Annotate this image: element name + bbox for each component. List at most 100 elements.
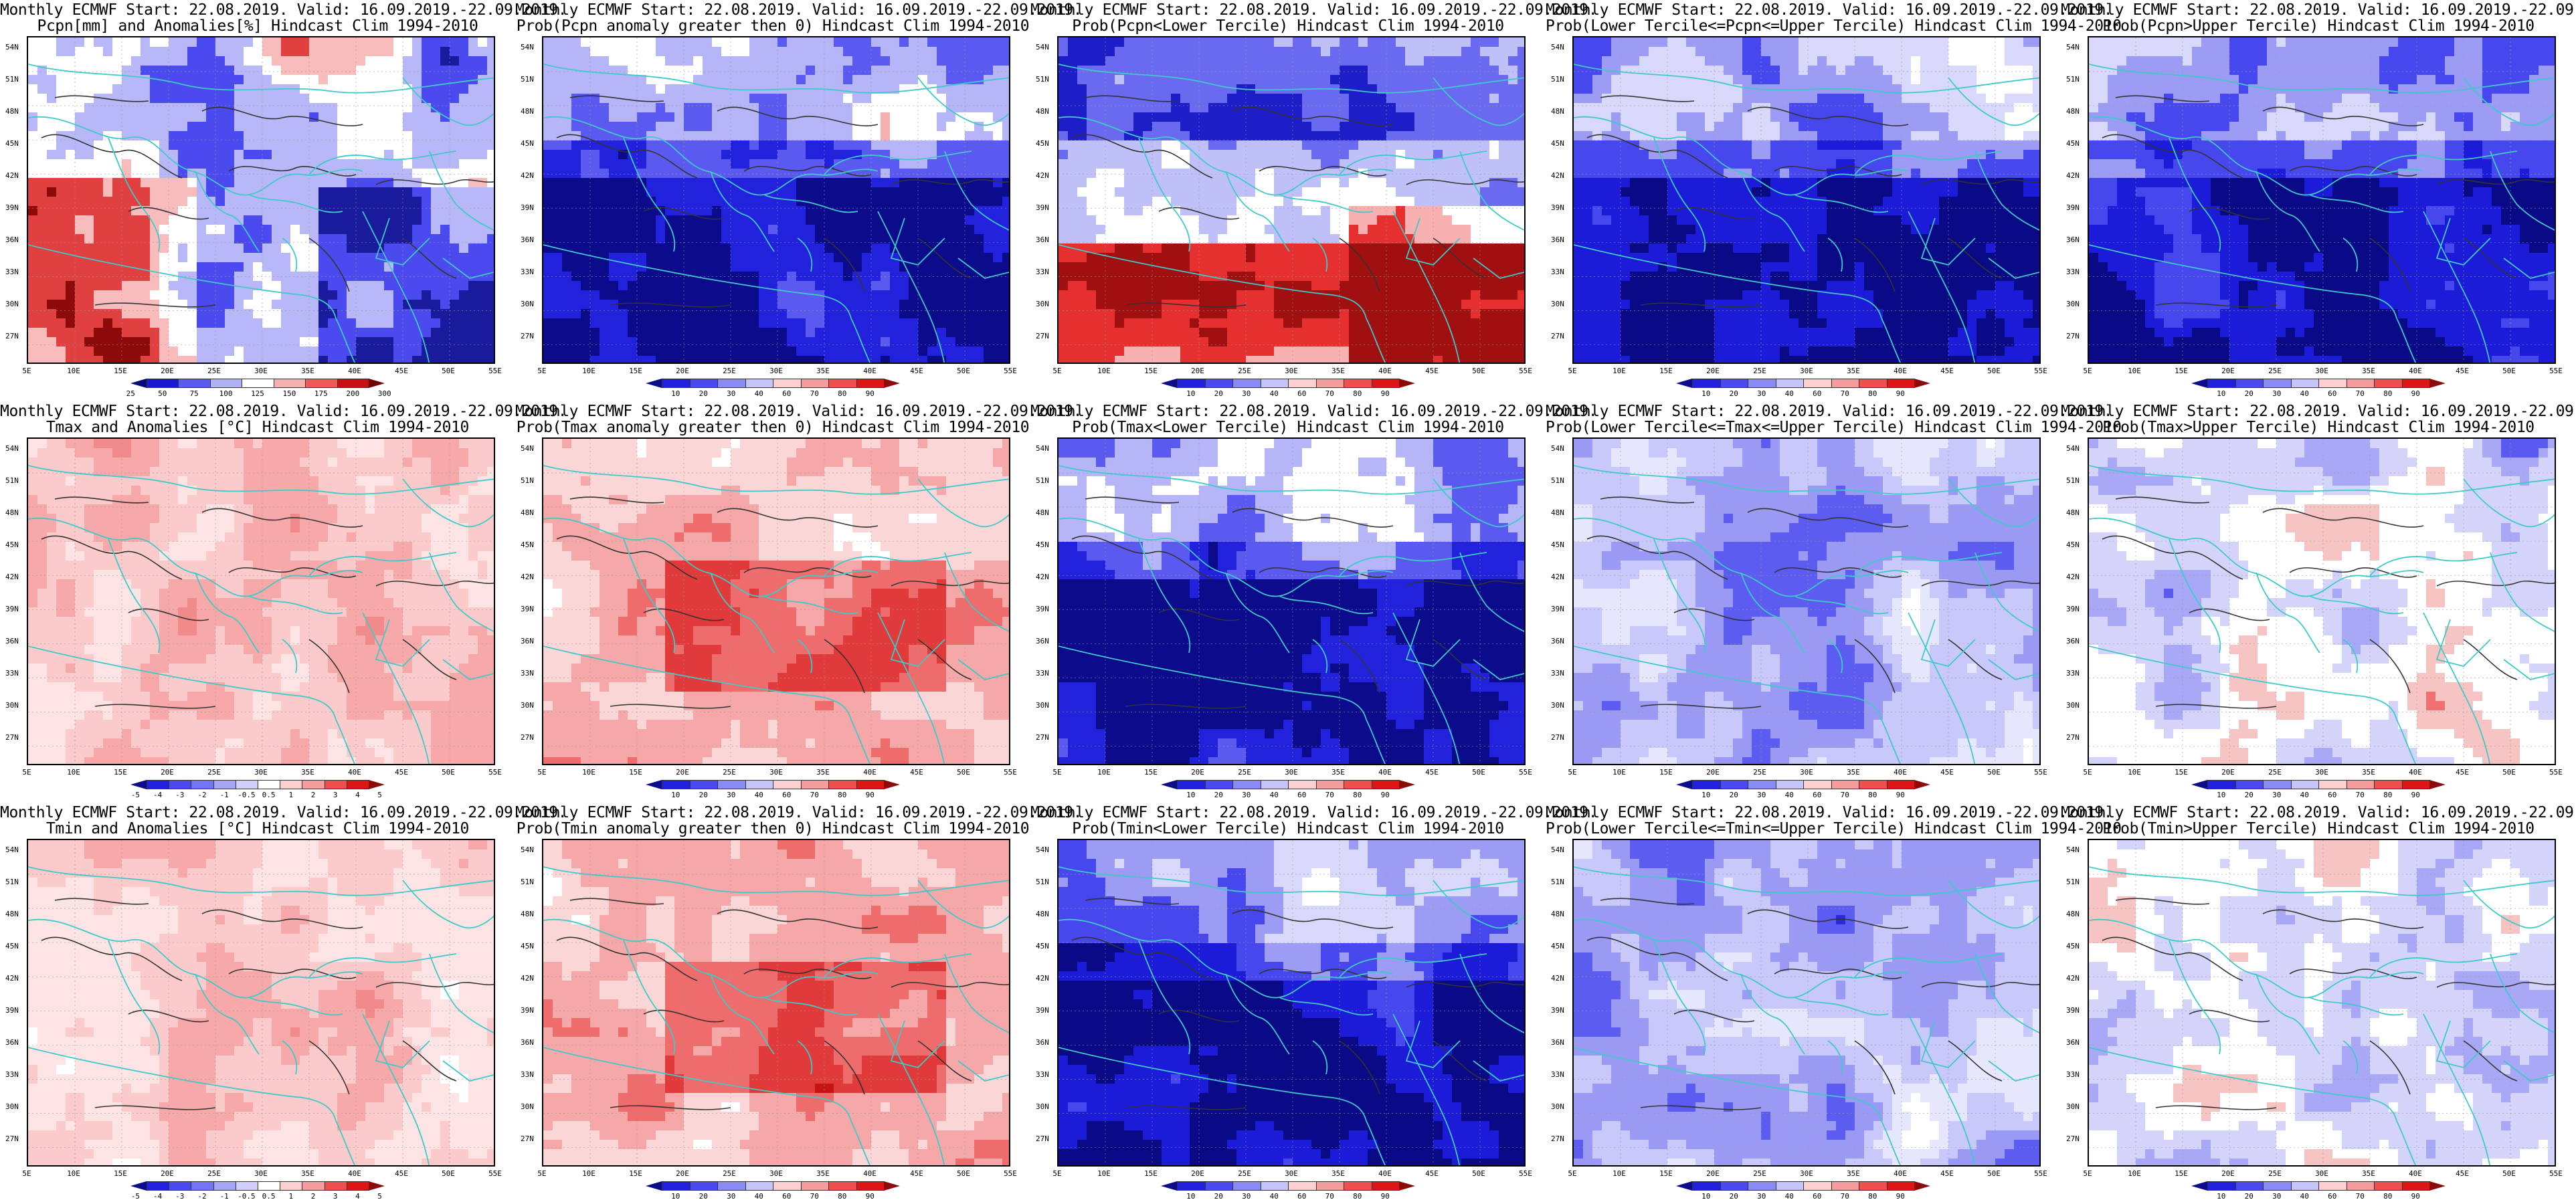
- colorbar-tick-label: -0.5: [238, 791, 256, 799]
- lat-label: 42N: [1036, 573, 1049, 581]
- colorbar-tick-label: 80: [1353, 389, 1362, 398]
- colorbar-tick-label: 40: [755, 1192, 763, 1201]
- lat-label: 45N: [1551, 139, 1564, 148]
- contour-lines: [2102, 95, 2555, 308]
- panel-title-line1: Monthly ECMWF Start: 22.08.2019. Valid: …: [2061, 403, 2576, 420]
- lon-label: 10E: [582, 768, 595, 777]
- contour-lines: [556, 496, 1009, 709]
- lon-label: 10E: [582, 367, 595, 375]
- colorbar-high-arrow: [1399, 780, 1415, 789]
- shaded-field: [543, 37, 1009, 363]
- coastlines-borders: [1059, 465, 1524, 764]
- colorbar-tick-label: 20: [1730, 1192, 1738, 1201]
- colorbar-tick-label: 40: [755, 791, 763, 799]
- colorbar-tick-label: 90: [2411, 389, 2420, 398]
- lon-label: 10E: [1613, 367, 1626, 375]
- colorbar-tick-label: 20: [1730, 389, 1738, 398]
- panel-title-line1: Monthly ECMWF Start: 22.08.2019. Valid: …: [0, 1, 567, 19]
- colorbar-tick-label: 60: [1297, 1192, 1306, 1201]
- coastlines-borders: [2089, 465, 2555, 764]
- colorbar-tick-label: -4: [153, 791, 162, 799]
- lon-label: 25E: [2268, 768, 2282, 777]
- colorbar-tick-label: 40: [2300, 791, 2309, 799]
- lat-label: 27N: [1036, 332, 1049, 340]
- coastlines-borders: [1059, 866, 1524, 1165]
- lon-label: 40E: [863, 367, 877, 375]
- colorbar-cell: [2207, 1181, 2236, 1191]
- lat-label: 45N: [2066, 139, 2080, 148]
- colorbar-tick-label: 80: [2383, 389, 2392, 398]
- graticule: [2089, 840, 2555, 1165]
- lon-label: 55E: [1519, 768, 1532, 777]
- lon-label: 35E: [1331, 367, 1345, 375]
- colorbar-tick-label: 90: [1896, 389, 1905, 398]
- lat-label: 48N: [1551, 508, 1564, 517]
- lon-label: 30E: [254, 367, 268, 375]
- colorbar-tick-label: 70: [810, 791, 819, 799]
- lon-label: 10E: [1613, 1169, 1626, 1178]
- colorbar-cell: [2401, 379, 2430, 388]
- lat-label: 36N: [2066, 1038, 2080, 1047]
- lat-label: 51N: [5, 476, 19, 485]
- lon-label: 50E: [1472, 768, 1485, 777]
- lon-label: 50E: [957, 768, 970, 777]
- lat-label: 30N: [5, 701, 19, 710]
- colorbar-cell: [662, 780, 691, 789]
- colorbar-cell: [273, 379, 306, 388]
- lon-label: 55E: [488, 367, 502, 375]
- lon-label: 50E: [1472, 367, 1485, 375]
- colorbar-tick-label: 20: [699, 1192, 708, 1201]
- contour-lines: [2102, 496, 2555, 709]
- lat-label: 45N: [2066, 540, 2080, 549]
- lon-label: 50E: [1987, 768, 2001, 777]
- map-frame: [1057, 839, 1526, 1167]
- coastlines-borders: [28, 64, 494, 363]
- lat-label: 27N: [1036, 733, 1049, 742]
- colorbar-tick-label: 0.5: [262, 791, 276, 799]
- colorbar: [130, 1181, 385, 1191]
- map-panel-tmax-upper: Monthly ECMWF Start: 22.08.2019. Valid: …: [2061, 401, 2576, 803]
- graticule: [1059, 37, 1524, 363]
- lon-label: 45E: [1425, 768, 1439, 777]
- contour-lines: [1071, 95, 1524, 308]
- colorbar-tick-label: 30: [727, 791, 735, 799]
- lat-label: 39N: [5, 605, 19, 613]
- lon-label: 25E: [2268, 367, 2282, 375]
- lat-label: 30N: [521, 300, 534, 308]
- shaded-field: [28, 840, 494, 1165]
- lon-label: 25E: [207, 1169, 221, 1178]
- colorbar-tick-label: 30: [727, 389, 735, 398]
- colorbar-cell: [242, 379, 274, 388]
- lon-label: 50E: [442, 1169, 455, 1178]
- lat-label: 30N: [521, 701, 534, 710]
- colorbar-tick-label: 4: [355, 1192, 360, 1201]
- coastlines-borders: [2089, 64, 2555, 363]
- colorbar-high-arrow: [884, 379, 900, 388]
- lat-label: 30N: [1036, 1102, 1049, 1111]
- colorbar-tick-label: 90: [1381, 791, 1390, 799]
- colorbar-tick-label: 40: [1270, 389, 1279, 398]
- colorbar-cell: [773, 379, 802, 388]
- colorbar-tick-label: 3: [333, 791, 338, 799]
- map-field-svg: [1574, 840, 2039, 1165]
- lat-label: 27N: [521, 733, 534, 742]
- lat-label: 54N: [5, 444, 19, 453]
- panel-title-line2: Prob(Lower Tercile<=Pcpn<=Upper Tercile)…: [1546, 17, 2122, 35]
- colorbar-cell: [2318, 780, 2347, 789]
- graticule: [2089, 439, 2555, 764]
- colorbar-tick-label: -1: [220, 1192, 229, 1201]
- map-frame: [2088, 839, 2556, 1167]
- lat-label: 27N: [2066, 733, 2080, 742]
- map-field-svg: [2089, 37, 2555, 363]
- lon-label: 50E: [1987, 367, 2001, 375]
- colorbar-tick-label: 10: [1186, 389, 1195, 398]
- lat-label: 27N: [5, 332, 19, 340]
- contour-lines: [41, 496, 494, 709]
- lat-label: 36N: [1551, 235, 1564, 244]
- lon-label: 55E: [2034, 367, 2047, 375]
- map-frame: [1572, 36, 2041, 364]
- lat-label: 39N: [1551, 605, 1564, 613]
- colorbar-cell: [2346, 1181, 2375, 1191]
- colorbar-cell: [147, 780, 170, 789]
- lon-label: 55E: [2034, 1169, 2047, 1178]
